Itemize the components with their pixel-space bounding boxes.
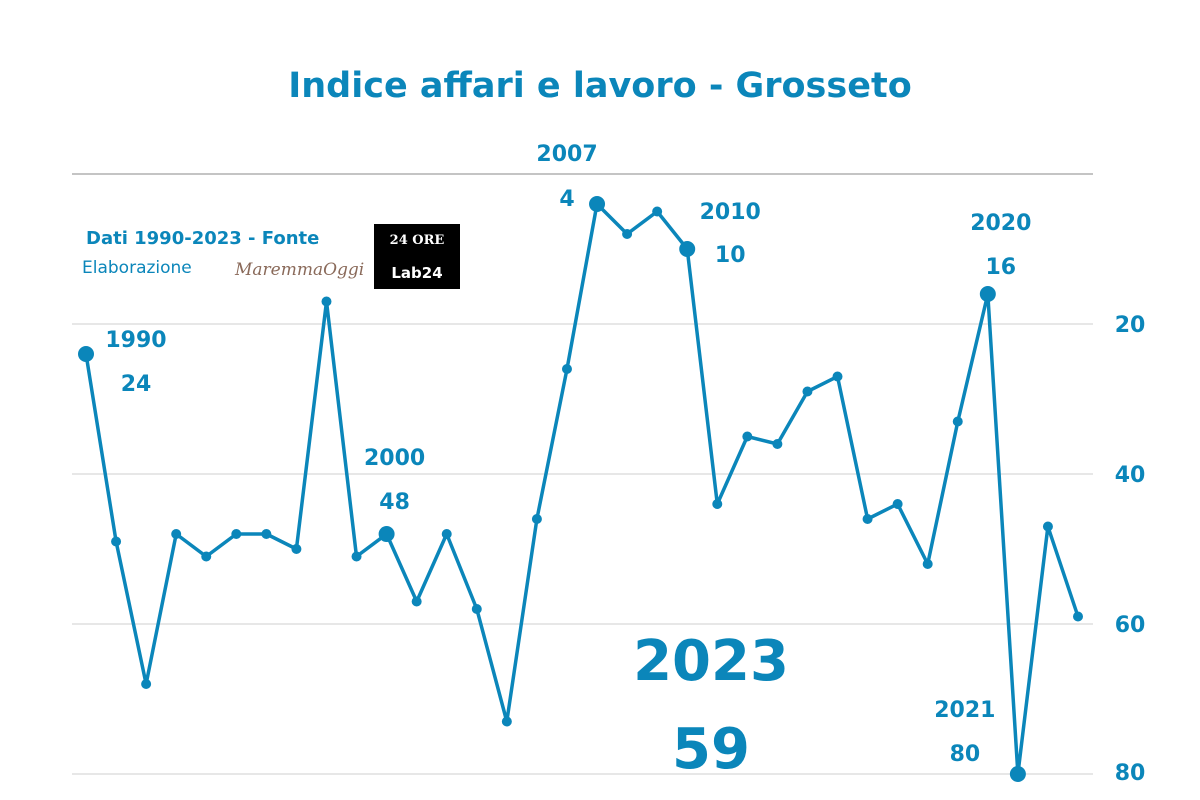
data-point-2021 — [1009, 766, 1026, 782]
annotation-year-1990: 1990 — [105, 328, 166, 353]
data-point-2014 — [802, 386, 813, 397]
lab24-logo: Lab24 — [374, 257, 460, 289]
data-point-2015 — [832, 371, 843, 382]
data-point-2016 — [862, 514, 873, 524]
data-point-2006 — [561, 364, 572, 374]
gridlines — [72, 173, 1093, 775]
annotation-value-2007: 4 — [559, 187, 574, 212]
data-point-2011 — [712, 499, 723, 509]
data-point-2008 — [622, 229, 633, 239]
data-point-2017 — [892, 499, 903, 509]
data-points — [78, 196, 1083, 782]
data-point-1992 — [141, 679, 152, 689]
data-point-2002 — [441, 529, 452, 539]
annotation-value-1990: 24 — [121, 372, 152, 397]
data-point-2010 — [679, 241, 696, 257]
data-point-2007 — [589, 196, 606, 212]
data-point-1991 — [111, 536, 122, 547]
y-tick-label: 20 — [1115, 313, 1146, 338]
data-point-2000 — [378, 526, 395, 542]
annotation-year-2010: 2010 — [700, 200, 761, 225]
data-point-1993 — [171, 529, 182, 539]
annotations: 1990 24 2000 48 2007 4 2010 10 2020 16 2021 80 2023 5… — [105, 142, 1031, 782]
annotation-year-2007: 2007 — [536, 142, 597, 167]
annotation-value-2010: 10 — [715, 243, 746, 268]
data-point-1997 — [291, 544, 302, 554]
data-point-2020 — [979, 286, 996, 302]
annotation-year-2023: 2023 — [633, 629, 789, 694]
annotation-year-2000: 2000 — [364, 446, 425, 471]
data-point-1995 — [231, 529, 242, 539]
elaboration-label: Elaborazione — [82, 258, 192, 278]
data-point-2023 — [1073, 611, 1083, 622]
y-tick-label: 80 — [1115, 761, 1146, 786]
annotation-value-2000: 48 — [379, 490, 410, 515]
data-point-2001 — [411, 596, 422, 607]
data-point-2022 — [1042, 521, 1053, 532]
data-point-2013 — [772, 439, 783, 449]
source-text: Dati 1990-2023 - Fonte — [86, 228, 320, 249]
annotation-value-2021: 80 — [950, 742, 981, 767]
annotation-year-2020: 2020 — [970, 211, 1031, 236]
data-point-2004 — [501, 716, 512, 727]
data-point-2003 — [471, 604, 482, 614]
data-point-1990 — [78, 346, 94, 362]
maremma-oggi-logo: MaremmaOggi — [235, 260, 365, 280]
data-point-2005 — [531, 514, 542, 524]
annotation-year-2021: 2021 — [934, 698, 995, 723]
data-point-2012 — [742, 431, 753, 442]
data-point-1998 — [321, 296, 332, 307]
y-tick-label: 40 — [1115, 463, 1146, 488]
data-point-2009 — [652, 206, 663, 217]
elaboration-text: Elaborazione — [82, 258, 192, 278]
data-point-1996 — [261, 529, 272, 539]
24ore-logo: 24 ORE — [374, 224, 460, 258]
chart-title: Indice affari e lavoro - Grosseto — [288, 66, 912, 106]
series-line — [84, 202, 1080, 776]
y-axis-ticks: 20 40 60 80 — [1115, 313, 1146, 786]
data-point-1999 — [351, 551, 362, 562]
annotation-value-2020: 16 — [986, 255, 1017, 280]
data-point-2019 — [952, 416, 963, 427]
annotation-value-2023: 59 — [672, 717, 750, 782]
data-point-1994 — [201, 551, 212, 562]
y-tick-label: 60 — [1115, 613, 1146, 638]
data-point-2018 — [922, 559, 933, 569]
